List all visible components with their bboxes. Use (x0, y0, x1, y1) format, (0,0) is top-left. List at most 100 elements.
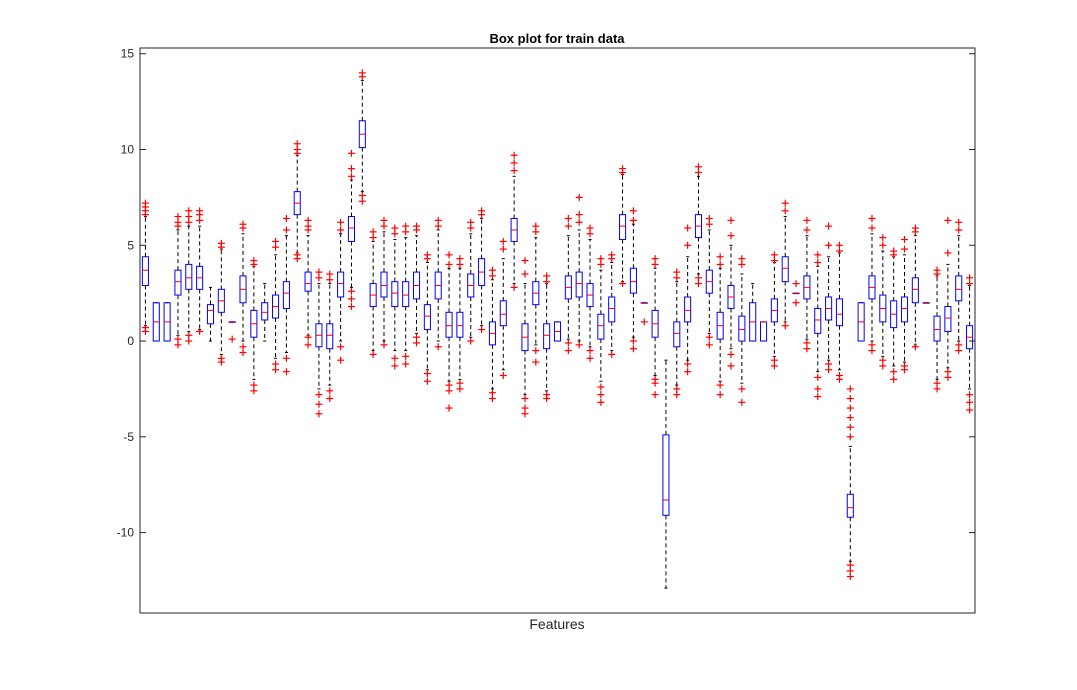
iqr-box (174, 269, 182, 296)
box-14 (282, 214, 290, 376)
iqr-box (835, 298, 843, 327)
outlier-marker (564, 222, 572, 230)
box-74 (933, 266, 941, 393)
box-12 (261, 283, 269, 342)
outlier-marker (684, 360, 692, 368)
box-57 (749, 283, 757, 342)
outlier-marker (792, 299, 800, 307)
outlier-marker (911, 343, 919, 351)
box-24 (391, 224, 399, 370)
outlier-marker (174, 222, 182, 230)
outlier-marker (619, 280, 627, 288)
outlier-marker (629, 345, 637, 353)
iqr-box (304, 271, 312, 292)
outlier-marker (239, 224, 247, 232)
outlier-marker (499, 372, 507, 380)
outlier-marker (803, 345, 811, 353)
outlier-marker (814, 373, 822, 381)
outlier-marker (380, 341, 388, 349)
iqr-box (282, 281, 290, 309)
outlier-marker (792, 280, 800, 288)
box-41 (575, 193, 583, 349)
box-65 (835, 241, 843, 383)
box-73 (922, 302, 930, 304)
outlier-marker (532, 228, 540, 236)
outlier-marker (955, 218, 963, 226)
outlier-marker (716, 381, 724, 389)
box-27 (423, 251, 431, 385)
box-9 (228, 321, 236, 343)
box-17 (315, 268, 323, 418)
iqr-box (684, 296, 692, 323)
outlier-marker (705, 333, 713, 341)
iqr-box (814, 307, 822, 334)
outlier-marker (694, 168, 702, 176)
iqr-box (543, 323, 551, 350)
box-39 (553, 321, 562, 342)
outlier-marker (369, 234, 377, 242)
outlier-marker (141, 327, 149, 335)
box-46 (629, 207, 637, 353)
outlier-marker (315, 274, 323, 282)
outlier-marker (488, 394, 496, 402)
outlier-marker (586, 347, 594, 355)
iqr-box (380, 271, 388, 298)
outlier-marker (911, 228, 919, 236)
box-38 (543, 272, 551, 402)
outlier-marker (933, 385, 941, 393)
outlier-marker (575, 193, 583, 201)
outlier-marker (185, 337, 193, 345)
box-48 (651, 255, 659, 399)
outlier-marker (217, 358, 225, 366)
outlier-marker (966, 280, 974, 288)
outlier-marker (901, 366, 909, 374)
outlier-marker (901, 236, 909, 244)
box-72 (911, 224, 919, 351)
outlier-marker (510, 167, 518, 175)
outlier-marker (814, 385, 822, 393)
outlier-marker (434, 343, 442, 351)
outlier-marker (890, 375, 898, 383)
outlier-marker (510, 159, 518, 167)
outlier-marker (488, 272, 496, 280)
outlier-marker (445, 387, 453, 395)
outlier-marker (955, 226, 963, 234)
y-tick-label: -10 (117, 526, 135, 540)
outlier-marker (478, 211, 486, 219)
box-26 (412, 222, 421, 347)
box-44 (608, 251, 616, 358)
box-23 (380, 216, 388, 349)
outlier-marker (532, 347, 540, 355)
outlier-marker (944, 216, 952, 224)
outlier-marker (185, 218, 193, 226)
outlier-marker (629, 207, 637, 215)
box-6 (196, 207, 204, 335)
box-8 (217, 239, 225, 366)
box-29 (445, 251, 453, 412)
box-64 (825, 222, 833, 374)
iqr-box (206, 304, 215, 325)
outlier-marker (597, 391, 605, 399)
outlier-marker (814, 251, 822, 259)
outlier-marker (673, 274, 681, 282)
outlier-marker (337, 356, 345, 364)
box-70 (890, 247, 898, 383)
box-30 (456, 255, 464, 393)
iqr-box (185, 263, 193, 290)
y-tick-label: 10 (121, 143, 135, 157)
iqr-box (141, 256, 149, 286)
y-tick-label: 5 (127, 238, 134, 252)
outlier-marker (521, 394, 529, 402)
iqr-box (900, 296, 909, 323)
outlier-marker (868, 224, 876, 232)
box-28 (434, 216, 442, 351)
box-7 (206, 286, 215, 342)
outlier-marker (629, 216, 637, 224)
outlier-marker (586, 230, 594, 238)
outlier-marker (966, 406, 974, 414)
chart-title: Box plot for train data (489, 31, 625, 46)
outlier-marker (391, 362, 399, 370)
outlier-marker (879, 241, 887, 249)
outlier-marker (770, 257, 778, 265)
outlier-marker (358, 197, 366, 205)
